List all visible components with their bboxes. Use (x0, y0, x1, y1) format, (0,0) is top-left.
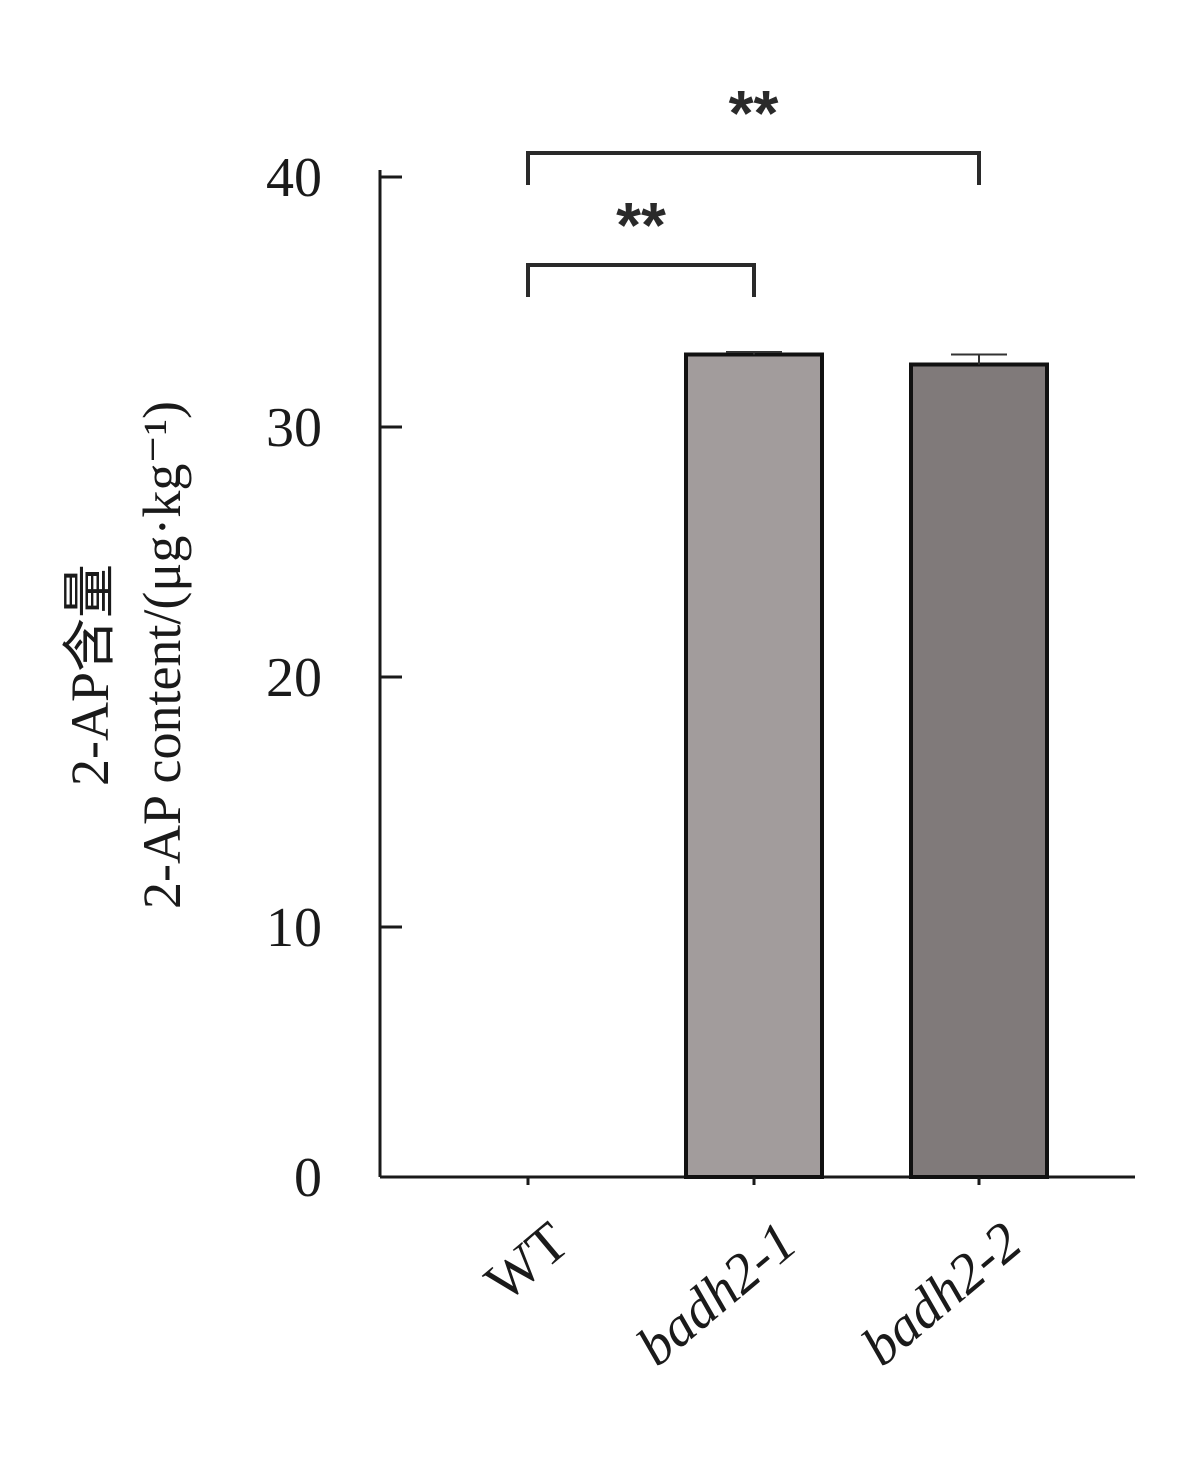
bar-badh2-2 (909, 362, 1049, 1179)
y-tick-label: 30 (266, 397, 322, 459)
x-category-labels: WT badh2-1 badh2-2 (474, 1210, 1034, 1377)
y-ticks: 0 10 20 30 40 (266, 147, 402, 1209)
y-axis-title-line1: 2-AP含量 (60, 564, 120, 786)
x-category-label: WT (474, 1210, 581, 1313)
significance-brackets: ** ** (526, 77, 981, 297)
significance-label: ** (616, 189, 666, 261)
y-tick-label: 20 (266, 647, 322, 709)
x-category-label: badh2-1 (626, 1210, 809, 1377)
significance-label: ** (729, 77, 779, 149)
error-bars (726, 351, 1007, 365)
y-axis-title-2: 2-AP content/(μg·kg⁻¹) (132, 401, 192, 909)
y-tick-label: 0 (294, 1147, 322, 1209)
y-axis-title: 2-AP含量 (60, 564, 120, 786)
bars (526, 352, 1049, 1185)
significance-bracket (526, 263, 756, 297)
y-tick-label: 40 (266, 147, 322, 209)
y-axis-title-line2: 2-AP content/(μg·kg⁻¹) (132, 401, 192, 909)
significance-bracket (526, 151, 981, 185)
bar-badh2-1 (684, 352, 824, 1179)
y-tick-label: 10 (266, 897, 322, 959)
x-category-label: badh2-2 (851, 1210, 1034, 1377)
